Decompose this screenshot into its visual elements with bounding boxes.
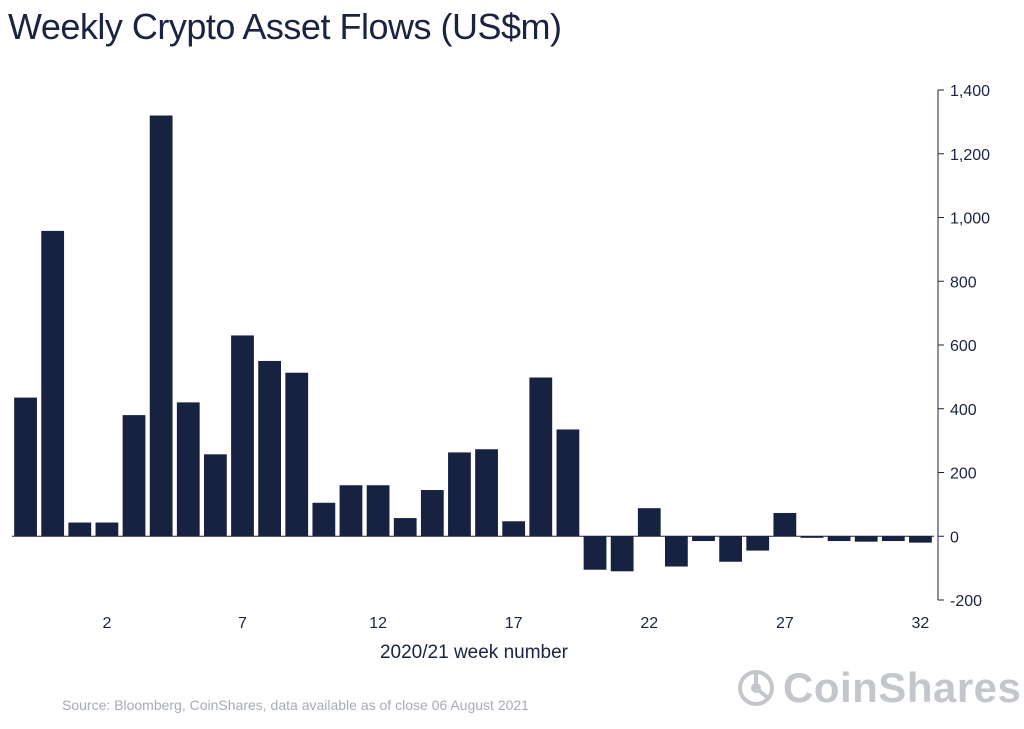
y-tick-label: 800: [950, 274, 977, 291]
bar-week-21: [556, 429, 580, 537]
y-tick-label: 0: [950, 529, 959, 546]
logo-text: CoinShares: [783, 664, 1022, 711]
bar-week-34: [909, 536, 932, 543]
y-axis: -200 0 200 400 600 800 1,000 1,200 1,400: [937, 83, 990, 610]
bar-week-13: [339, 485, 363, 537]
bar-week-2: [41, 230, 65, 537]
x-tick-label: 7: [238, 615, 247, 632]
y-tick-label: -200: [950, 593, 982, 610]
bar-week-12: [312, 502, 336, 537]
bar-week-31: [827, 536, 851, 542]
bar-week-28: [746, 536, 770, 551]
bar-week-6: [149, 115, 173, 537]
bar-week-33: [881, 536, 905, 542]
bar-week-15: [393, 518, 417, 537]
x-tick-label: 2: [102, 615, 111, 632]
bar-week-4: [95, 522, 119, 537]
bar-week-30: [800, 536, 824, 538]
bar-week-10: [258, 360, 282, 537]
bar-week-17: [448, 452, 471, 537]
bar-week-8: [203, 454, 227, 537]
x-tick-label: 22: [640, 615, 658, 632]
y-tick-label: 400: [950, 402, 977, 419]
bar-week-18: [475, 449, 498, 537]
y-tick-label: 1,000: [950, 211, 990, 228]
bar-week-5: [122, 415, 146, 537]
y-tick-label: 600: [950, 338, 977, 355]
y-tick-label: 1,400: [950, 83, 990, 100]
bar-week-3: [68, 522, 92, 537]
y-tick-label: 1,200: [950, 147, 990, 164]
chart-title: Weekly Crypto Asset Flows (US$m): [8, 6, 562, 47]
bar-week-24: [637, 508, 661, 537]
bar-week-20: [529, 377, 553, 537]
bar-week-32: [854, 536, 878, 542]
bar-week-11: [285, 372, 309, 537]
x-tick-label: 32: [912, 615, 930, 632]
bar-week-19: [502, 521, 526, 537]
bar-week-29: [773, 512, 797, 537]
bar-week-1: [14, 397, 37, 537]
coinshares-logo: CoinShares: [737, 664, 1021, 712]
x-tick-label: 17: [505, 615, 523, 632]
coinshares-logo-icon: [738, 670, 774, 706]
x-tick-label: 12: [369, 615, 387, 632]
bar-week-27: [719, 536, 743, 562]
bar-week-25: [664, 536, 688, 567]
bar-week-7: [176, 402, 200, 537]
bar-week-16: [420, 490, 444, 537]
x-tick-label: 27: [776, 615, 794, 632]
x-axis: 2 7 12 17 22 27 32: [102, 615, 929, 632]
bar-week-23: [610, 536, 634, 572]
bar-week-14: [366, 485, 390, 537]
source-note: Source: Bloomberg, CoinShares, data avai…: [62, 697, 529, 713]
bar-week-26: [692, 536, 715, 542]
bar-week-22: [583, 536, 607, 570]
bar-week-9: [231, 335, 254, 537]
bars-group: [14, 115, 932, 572]
x-axis-title: 2020/21 week number: [380, 642, 569, 663]
y-tick-label: 200: [950, 466, 977, 483]
